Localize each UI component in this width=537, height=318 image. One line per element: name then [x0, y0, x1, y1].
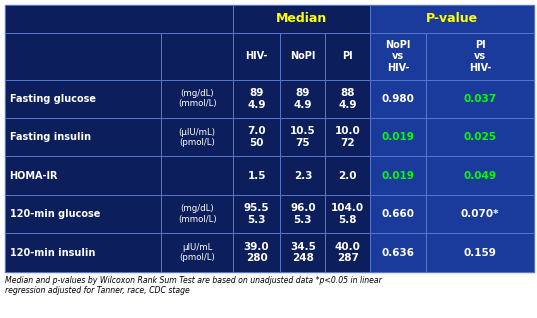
- Text: 0.019: 0.019: [382, 132, 415, 142]
- Text: 2.3: 2.3: [294, 171, 312, 181]
- Text: PI
vs
HIV-: PI vs HIV-: [469, 39, 491, 73]
- Bar: [5, 80, 162, 118]
- Text: Median and p-values by Wilcoxon Rank Sum Test are based on unadjusted data *p<0.: Median and p-values by Wilcoxon Rank Sum…: [5, 276, 382, 295]
- Bar: [5, 195, 162, 233]
- Bar: [426, 118, 534, 156]
- Text: 0.660: 0.660: [382, 209, 415, 219]
- Bar: [426, 195, 534, 233]
- Text: 95.5
5.3: 95.5 5.3: [244, 204, 270, 225]
- Text: NoPI
vs
HIV-: NoPI vs HIV-: [386, 39, 411, 73]
- Bar: [280, 118, 325, 156]
- Text: PI: PI: [343, 51, 353, 61]
- Text: 88
4.9: 88 4.9: [339, 88, 357, 110]
- Text: 0.070*: 0.070*: [461, 209, 499, 219]
- Text: 89
4.9: 89 4.9: [248, 88, 266, 110]
- Bar: [162, 156, 233, 195]
- Bar: [426, 80, 534, 118]
- Bar: [280, 156, 325, 195]
- Bar: [371, 156, 426, 195]
- Bar: [162, 80, 233, 118]
- Bar: [280, 195, 325, 233]
- Bar: [233, 233, 280, 272]
- Bar: [233, 33, 280, 80]
- Bar: [233, 195, 280, 233]
- Text: 1.5: 1.5: [248, 171, 266, 181]
- Bar: [426, 156, 534, 195]
- Text: (mg/dL)
(mmol/L): (mg/dL) (mmol/L): [178, 204, 216, 224]
- Bar: [162, 195, 233, 233]
- Bar: [233, 80, 280, 118]
- Text: 0.049: 0.049: [463, 171, 497, 181]
- Text: 10.0
72: 10.0 72: [335, 127, 361, 148]
- Text: 0.980: 0.980: [382, 94, 415, 104]
- Text: 39.0
280: 39.0 280: [244, 242, 270, 263]
- Bar: [325, 156, 371, 195]
- Text: μIU/mL
(pmol/L): μIU/mL (pmol/L): [179, 243, 215, 262]
- Bar: [426, 33, 534, 80]
- Bar: [162, 33, 233, 80]
- Text: 104.0
5.8: 104.0 5.8: [331, 204, 365, 225]
- Bar: [5, 5, 534, 272]
- Text: HOMA-IR: HOMA-IR: [10, 171, 58, 181]
- Bar: [280, 33, 325, 80]
- Bar: [5, 118, 162, 156]
- Bar: [325, 118, 371, 156]
- Bar: [233, 156, 280, 195]
- Bar: [325, 195, 371, 233]
- Text: 96.0
5.3: 96.0 5.3: [290, 204, 316, 225]
- Text: 7.0
50: 7.0 50: [248, 127, 266, 148]
- Bar: [426, 233, 534, 272]
- Bar: [233, 118, 280, 156]
- Text: 0.025: 0.025: [463, 132, 497, 142]
- Bar: [5, 5, 233, 33]
- Text: (μIU/mL)
(pmol/L): (μIU/mL) (pmol/L): [179, 128, 216, 147]
- Text: 0.159: 0.159: [463, 248, 497, 258]
- Bar: [233, 5, 371, 33]
- Bar: [280, 233, 325, 272]
- Text: HIV-: HIV-: [245, 51, 268, 61]
- Bar: [162, 118, 233, 156]
- Bar: [5, 33, 162, 80]
- Bar: [325, 233, 371, 272]
- Text: 89
4.9: 89 4.9: [294, 88, 312, 110]
- Text: P-value: P-value: [426, 12, 478, 25]
- Text: 0.019: 0.019: [382, 171, 415, 181]
- Bar: [162, 233, 233, 272]
- Text: (mg/dL)
(mmol/L): (mg/dL) (mmol/L): [178, 89, 216, 108]
- Bar: [371, 33, 426, 80]
- Text: 2.0: 2.0: [339, 171, 357, 181]
- Text: Fasting glucose: Fasting glucose: [10, 94, 96, 104]
- Bar: [5, 233, 162, 272]
- Bar: [325, 33, 371, 80]
- Bar: [5, 156, 162, 195]
- Bar: [371, 233, 426, 272]
- Bar: [371, 118, 426, 156]
- Bar: [371, 80, 426, 118]
- Text: 120-min insulin: 120-min insulin: [10, 248, 95, 258]
- Text: Median: Median: [276, 12, 327, 25]
- Text: 40.0
287: 40.0 287: [335, 242, 361, 263]
- Text: 0.037: 0.037: [463, 94, 497, 104]
- Text: 0.636: 0.636: [382, 248, 415, 258]
- Text: 10.5
75: 10.5 75: [290, 127, 316, 148]
- Text: Fasting insulin: Fasting insulin: [10, 132, 91, 142]
- Bar: [325, 80, 371, 118]
- Bar: [280, 80, 325, 118]
- Text: 34.5
248: 34.5 248: [290, 242, 316, 263]
- Text: 120-min glucose: 120-min glucose: [10, 209, 100, 219]
- Bar: [371, 5, 534, 33]
- Bar: [371, 195, 426, 233]
- Text: NoPI: NoPI: [290, 51, 316, 61]
